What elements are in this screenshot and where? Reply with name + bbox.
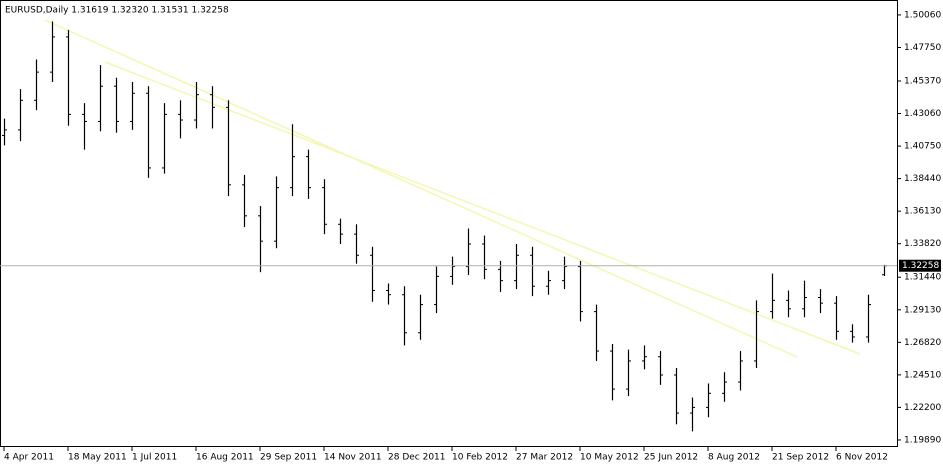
y-tick-label: 1.22200 [904, 403, 941, 413]
y-tick-label: 1.24510 [904, 370, 941, 380]
x-tick-label: 16 Aug 2011 [196, 453, 254, 463]
price-label: 1.32258 [902, 261, 939, 271]
plot-frame [0, 0, 898, 447]
y-tick-label: 1.33820 [904, 239, 941, 249]
y-tick-label: 1.29130 [904, 305, 941, 315]
x-tick-label: 6 Nov 2012 [836, 453, 888, 463]
trend-line [44, 19, 798, 358]
x-tick-label: 10 Feb 2012 [452, 453, 508, 463]
x-tick-label: 8 Aug 2012 [708, 453, 760, 463]
x-tick-label: 14 Nov 2011 [324, 453, 382, 463]
x-tick-label: 28 Dec 2011 [388, 453, 446, 463]
y-tick-label: 1.26820 [904, 338, 941, 348]
chart-title: EURUSD,Daily 1.31619 1.32320 1.31531 1.3… [5, 6, 229, 16]
price-label-box [899, 259, 941, 272]
y-tick-label: 1.31440 [904, 273, 941, 283]
x-tick-label: 25 Jun 2012 [644, 453, 698, 463]
x-tick-label: 10 May 2012 [580, 453, 639, 463]
x-tick-label: 29 Sep 2011 [260, 453, 317, 463]
y-tick-label: 1.36130 [904, 207, 941, 217]
x-tick-label: 21 Sep 2012 [772, 453, 829, 463]
y-tick-label: 1.50060 [904, 10, 941, 20]
y-tick-label: 1.19890 [904, 435, 941, 445]
y-tick-label: 1.40750 [904, 142, 941, 152]
x-tick-label: 1 Jul 2011 [132, 453, 177, 463]
y-tick-label: 1.43060 [904, 109, 941, 119]
x-tick-label: 18 May 2011 [68, 453, 127, 463]
y-tick-label: 1.47750 [904, 43, 941, 53]
trend-line [104, 61, 861, 355]
x-tick-label: 4 Apr 2011 [4, 453, 54, 463]
y-tick-label: 1.38440 [904, 174, 941, 184]
x-tick-label: 27 Mar 2012 [516, 453, 573, 463]
y-tick-label: 1.45370 [904, 77, 941, 87]
